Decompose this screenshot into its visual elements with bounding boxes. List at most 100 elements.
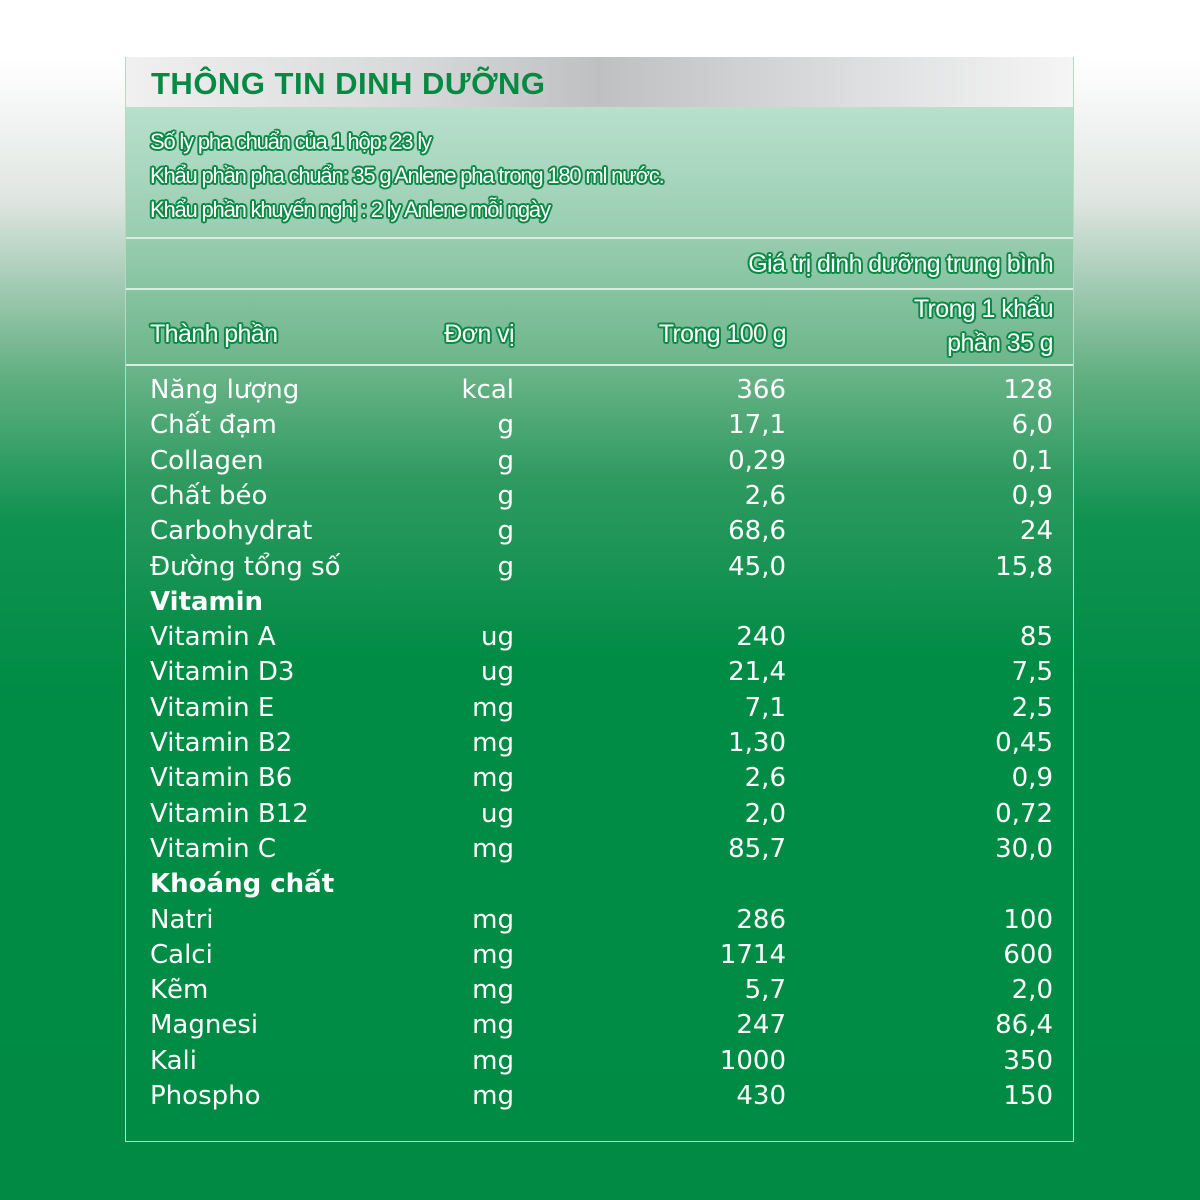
table-row: Calci mg 1714 600 [126,938,1073,973]
cell-per100: 2,0 [744,798,786,829]
cell-per100: 7,1 [744,692,786,723]
cell-per100: 240 [736,622,786,653]
cell-per100: 5,7 [744,975,786,1006]
cell-per100: 1714 [719,939,786,970]
header-per-serving-line2: phần 35 g [947,329,1053,357]
cell-name: Vitamin B12 [150,798,309,829]
cell-perServing: 6,0 [1011,410,1053,441]
table-row: Chất đạm g 17,1 6,0 [126,408,1073,443]
group-header: Giá trị dinh dưỡng trung bình [748,250,1053,278]
info-line: Khẩu phần pha chuẩn: 35 g Anlene pha tro… [150,163,665,188]
cell-unit: kcal [461,375,514,405]
cell-unit: mg [472,833,514,864]
info-line: Số ly pha chuẩn của 1 hộp: 23 ly [150,129,432,154]
cell-name: Carbohydrat [150,516,313,547]
cell-perServing: 30,0 [995,833,1053,864]
table-row: Phospho mg 430 150 [126,1079,1073,1114]
cell-name: Collagen [150,445,264,476]
cell-perServing: 15,8 [995,551,1053,582]
cell-name: Vitamin B2 [150,728,293,758]
divider [126,364,1073,366]
cell-name: Kẽm [150,975,209,1006]
cell-name: Chất béo [150,480,268,511]
table-row: Vitamin B2 mg 1,30 0,45 [126,726,1073,761]
cell-name: Vitamin A [150,622,276,653]
cell-per100: 1000 [719,1045,786,1076]
cell-per100: 247 [736,1010,786,1041]
table-row: Natri mg 286 100 [126,903,1073,938]
cell-perServing: 0,72 [995,798,1053,829]
cell-perServing: 85 [1019,622,1053,653]
nutrition-panel: THÔNG TIN DINH DƯỠNG Số ly pha chuẩn của… [125,57,1074,1142]
cell-unit: mg [472,692,514,723]
table-row: Vitamin E mg 7,1 2,5 [126,691,1073,726]
cell-name: Năng lượng [150,375,300,405]
cell-name: Khoáng chất [150,869,335,900]
cell-name: Vitamin B6 [150,763,293,794]
table-row: Vitamin A ug 240 85 [126,620,1073,655]
cell-perServing: 7,5 [1011,657,1053,688]
page-title: THÔNG TIN DINH DƯỠNG [151,66,546,101]
table-row: Vitamin C mg 85,7 30,0 [126,832,1073,867]
cell-name: Vitamin [150,586,264,617]
cell-perServing: 0,1 [1011,445,1053,476]
divider [126,237,1073,239]
table-row: Đường tổng số g 45,0 15,8 [126,550,1073,585]
info-line: Khẩu phần khuyến nghị : 2 ly Anlene mỗi … [150,197,551,222]
header-name: Thành phần [150,320,278,348]
cell-unit: mg [472,763,514,794]
cell-per100: 68,6 [728,516,786,547]
header-unit: Đơn vị [444,320,514,348]
table-row: Collagen g 0,29 0,1 [126,444,1073,479]
divider [126,288,1073,290]
cell-unit: g [497,480,514,511]
table-row: Chất béo g 2,6 0,9 [126,479,1073,514]
table-row: Vitamin B6 mg 2,6 0,9 [126,761,1073,796]
cell-perServing: 0,9 [1011,480,1053,511]
section-header: Khoáng chất [126,867,1073,902]
cell-per100: 1,30 [728,728,786,758]
cell-name: Chất đạm [150,410,277,441]
cell-perServing: 2,0 [1011,975,1053,1006]
table-row: Năng lượng kcal 366 128 [126,373,1073,408]
cell-unit: g [497,516,514,547]
cell-name: Vitamin E [150,692,275,723]
cell-unit: mg [472,1045,514,1076]
title-bar: THÔNG TIN DINH DƯỠNG [126,57,1073,107]
cell-unit: mg [472,975,514,1006]
cell-per100: 21,4 [728,657,786,688]
cell-unit: ug [481,798,514,829]
cell-per100: 430 [736,1081,786,1111]
cell-per100: 366 [736,375,786,405]
table-row: Magnesi mg 247 86,4 [126,1008,1073,1043]
header-per-serving: Trong 1 khẩu phần 35 g [913,292,1054,360]
table-row: Carbohydrat g 68,6 24 [126,514,1073,549]
cell-name: Kali [150,1045,197,1076]
cell-unit: mg [472,1081,514,1111]
cell-unit: ug [481,622,514,653]
cell-perServing: 150 [1003,1081,1053,1111]
cell-perServing: 350 [1003,1045,1053,1076]
cell-perServing: 0,9 [1011,763,1053,794]
table-row: Kẽm mg 5,7 2,0 [126,973,1073,1008]
cell-unit: mg [472,1010,514,1041]
cell-perServing: 86,4 [995,1010,1053,1041]
cell-name: Magnesi [150,1010,259,1041]
cell-perServing: 128 [1003,375,1053,405]
cell-per100: 45,0 [728,551,786,582]
cell-per100: 2,6 [744,763,786,794]
cell-per100: 286 [736,904,786,935]
cell-perServing: 0,45 [995,728,1053,758]
cell-unit: ug [481,657,514,688]
cell-unit: mg [472,728,514,758]
header-per-serving-line1: Trong 1 khẩu [913,295,1054,323]
table-row: Vitamin B12 ug 2,0 0,72 [126,797,1073,832]
cell-per100: 17,1 [728,410,786,441]
cell-perServing: 100 [1003,904,1053,935]
header-per100: Trong 100 g [658,320,787,348]
table-row: Kali mg 1000 350 [126,1044,1073,1079]
cell-name: Calci [150,939,213,970]
cell-name: Vitamin D3 [150,657,295,688]
cell-unit: mg [472,939,514,970]
table-row: Vitamin D3 ug 21,4 7,5 [126,655,1073,690]
